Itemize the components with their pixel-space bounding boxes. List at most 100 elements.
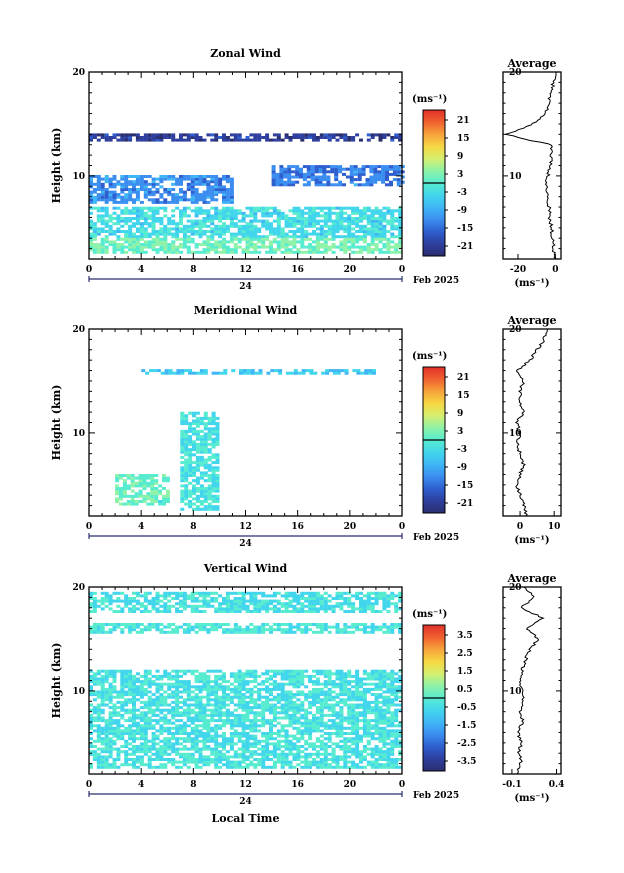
heatmap-cell: [319, 719, 324, 723]
heatmap-cell: [218, 230, 223, 233]
heatmap-cell: [355, 747, 360, 751]
heatmap-cell: [155, 597, 160, 600]
heatmap-cell: [300, 734, 305, 738]
heatmap-cell: [124, 719, 129, 723]
heatmap-cell: [343, 625, 348, 629]
heatmap-cell: [89, 742, 93, 746]
heatmap-cell: [124, 235, 129, 239]
heatmap-cell: [245, 734, 250, 738]
heatmap-cell: [362, 630, 367, 634]
heatmap-cell: [128, 138, 133, 142]
heatmap-cell: [104, 180, 109, 184]
heatmap-cell: [151, 206, 156, 210]
heatmap-cell: [366, 630, 371, 634]
colorbar-tick-label: 21: [457, 373, 470, 383]
heatmap-cell: [222, 698, 226, 702]
heatmap-cell: [382, 721, 387, 725]
heatmap-cell: [188, 481, 193, 485]
heatmap-cell: [369, 180, 374, 184]
heatmap-cell: [233, 136, 238, 139]
heatmap-cell: [265, 250, 270, 254]
heatmap-cell: [182, 732, 187, 735]
heatmap-cell: [398, 214, 403, 218]
heatmap-cell: [269, 599, 273, 603]
heatmap-cell: [300, 721, 305, 725]
heatmap-cell: [355, 721, 360, 725]
heatmap-cell: [304, 742, 309, 746]
heatmap-cell: [167, 245, 172, 249]
heatmap-cell: [214, 599, 219, 603]
y-axis-label: Height (km): [50, 128, 63, 204]
heatmap-cell: [222, 138, 226, 142]
heatmap-cell: [237, 734, 242, 738]
heatmap-cell: [225, 195, 230, 199]
heatmap-cell: [351, 623, 356, 626]
heatmap-cell: [374, 732, 379, 735]
heatmap-cell: [308, 209, 313, 213]
heatmap-cell: [218, 724, 223, 728]
heatmap-cell: [202, 222, 207, 226]
heatmap-cell: [300, 133, 305, 137]
heatmap-cell: [171, 138, 176, 142]
heatmap-cell: [202, 193, 207, 197]
heatmap-cell: [356, 371, 361, 375]
heatmap-cell: [135, 136, 140, 139]
heatmap-cell: [390, 672, 395, 676]
heatmap-cell: [211, 466, 216, 470]
heatmap-cell: [233, 138, 238, 142]
heatmap-cell: [116, 765, 121, 769]
heatmap-cell: [261, 591, 266, 595]
heatmap-cell: [89, 763, 93, 767]
heatmap-cell: [382, 755, 387, 759]
heatmap-cell: [370, 669, 375, 673]
heatmap-cell: [210, 628, 215, 632]
heatmap-cell: [206, 719, 211, 723]
heatmap-cell: [347, 138, 352, 142]
heatmap-cell: [207, 429, 212, 433]
heatmap-cell: [202, 625, 207, 629]
heatmap-cell: [135, 726, 140, 730]
heatmap-cell: [147, 138, 152, 142]
heatmap-cell: [292, 716, 297, 720]
heatmap-cell: [190, 136, 195, 139]
heatmap-cell: [312, 703, 316, 707]
heatmap-cell: [167, 674, 172, 678]
heatmap-cell: [366, 133, 371, 137]
heatmap-cell: [308, 219, 313, 223]
heatmap-cell: [370, 732, 375, 735]
heatmap-cell: [394, 711, 399, 715]
heatmap-cell: [229, 185, 234, 189]
heatmap-cell: [300, 607, 305, 611]
heatmap-cell: [225, 177, 230, 181]
heatmap-cell: [180, 414, 185, 418]
heatmap-cell: [175, 230, 180, 233]
heatmap-cell: [390, 703, 395, 707]
heatmap-cell: [284, 742, 289, 746]
heatmap-cell: [116, 721, 121, 725]
heatmap-cell: [203, 461, 208, 465]
heatmap-cell: [180, 466, 185, 470]
heatmap-cell: [312, 630, 316, 634]
heatmap-cell: [315, 739, 320, 743]
heatmap-cell: [203, 494, 208, 498]
heatmap-cell: [382, 708, 387, 712]
heatmap-cell: [335, 732, 340, 735]
heatmap-cell: [296, 750, 301, 754]
heatmap-cell: [300, 760, 305, 764]
heatmap-cell: [179, 737, 183, 741]
heatmap-cell: [135, 677, 140, 681]
heatmap-cell: [135, 760, 140, 764]
heatmap-cell: [210, 175, 215, 178]
heatmap-cell: [343, 674, 348, 678]
heatmap-cell: [180, 422, 185, 426]
heatmap-cell: [250, 371, 255, 375]
heatmap-cell: [312, 726, 316, 730]
heatmap-cell: [296, 677, 301, 681]
heatmap-cell: [276, 607, 281, 611]
heatmap-cell: [104, 763, 109, 767]
heatmap-cell: [394, 219, 399, 223]
heatmap-cell: [104, 597, 109, 600]
heatmap-cell: [335, 628, 340, 632]
heatmap-cell: [272, 745, 277, 748]
heatmap-cell: [206, 726, 211, 730]
